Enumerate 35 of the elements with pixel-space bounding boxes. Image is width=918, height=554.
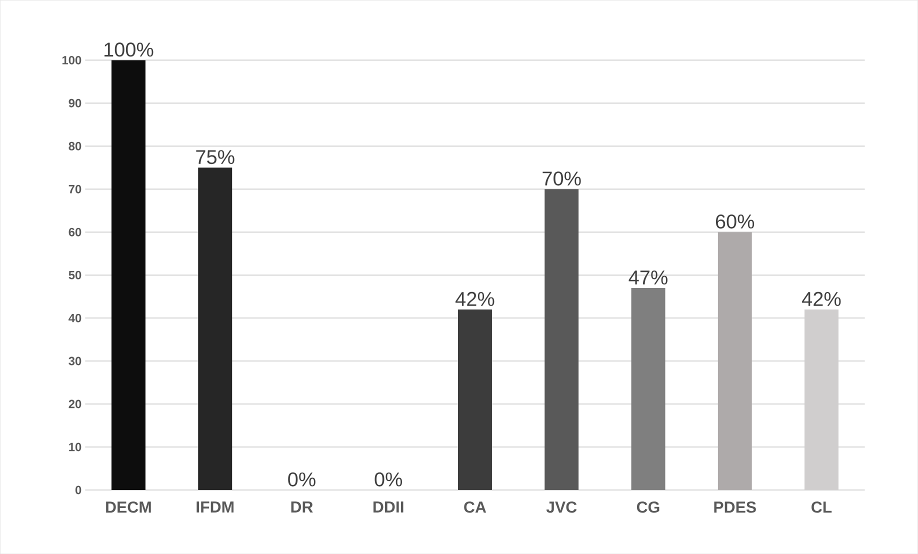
bar — [458, 309, 492, 490]
data-label: 75% — [196, 150, 234, 164]
x-tick-label: PDES — [714, 501, 756, 513]
y-tick-label: 10 — [69, 442, 82, 452]
x-tick-label: DDII — [373, 501, 404, 512]
bar — [198, 168, 232, 490]
x-tick-label: DECM — [106, 501, 151, 513]
x-tick-label: JVC — [546, 501, 577, 513]
bar — [544, 189, 579, 490]
data-label: 42% — [802, 292, 841, 306]
bar — [111, 60, 146, 490]
data-label: 0% — [374, 472, 402, 486]
x-tick-label: DR — [291, 501, 313, 512]
data-label: 42% — [456, 292, 494, 306]
data-label: 70% — [542, 171, 581, 186]
data-label: 47% — [628, 270, 668, 284]
x-tick-label: IFDM — [196, 501, 234, 512]
x-tick-label: CG — [636, 501, 660, 513]
x-tick-label: CA — [464, 501, 486, 513]
y-tick-label: 20 — [68, 400, 82, 408]
y-tick-label: 50 — [68, 270, 82, 280]
y-tick-label: 80 — [68, 142, 82, 150]
y-tick-label: 90 — [68, 98, 82, 108]
data-label: 60% — [716, 214, 754, 228]
y-tick-label: 60 — [68, 228, 82, 236]
y-tick-label: 70 — [68, 184, 82, 194]
bar — [718, 232, 752, 490]
y-tick-label: 100 — [62, 56, 82, 64]
y-tick-label: 40 — [68, 314, 82, 322]
data-label: 0% — [288, 472, 316, 486]
y-tick-label: 0 — [75, 486, 82, 494]
data-label: 100% — [104, 42, 154, 57]
y-tick-label: 30 — [68, 356, 82, 366]
x-tick-label: CL — [812, 501, 832, 513]
bar — [631, 288, 666, 490]
